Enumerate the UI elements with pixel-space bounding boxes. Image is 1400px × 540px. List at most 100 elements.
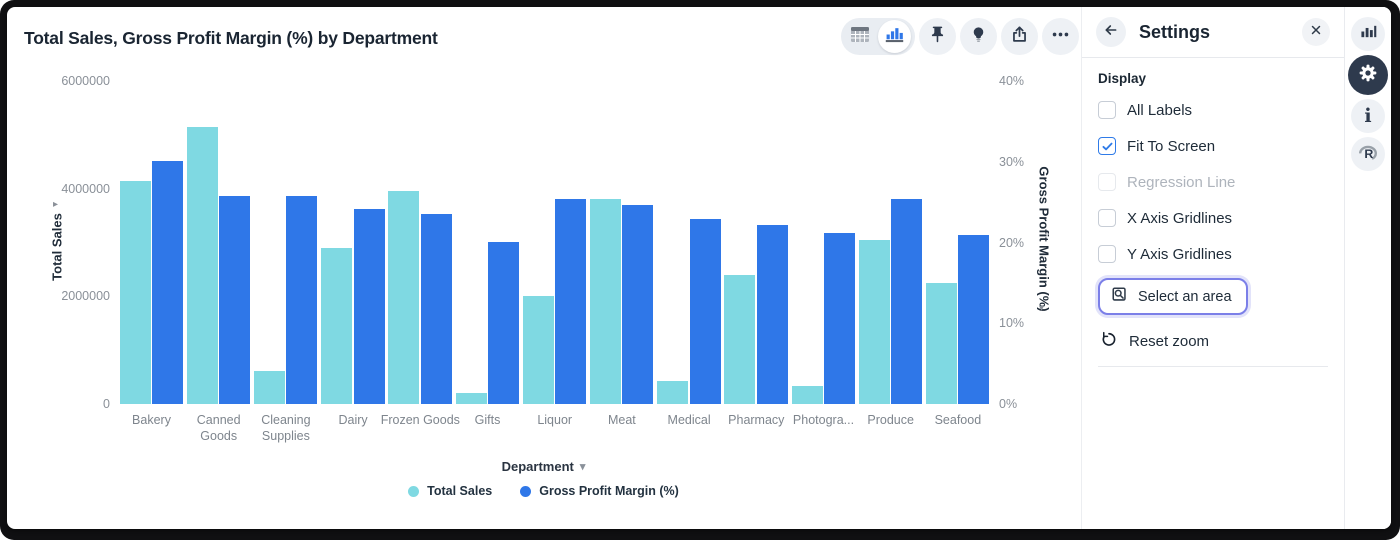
x-tick-label: Liquor (537, 413, 573, 427)
bar-total-sales[interactable] (388, 191, 420, 404)
bar-gross-profit-margin[interactable] (689, 219, 721, 404)
x-tick-label: Pharmacy (728, 413, 785, 427)
table-view-button[interactable] (841, 18, 878, 55)
bar-total-sales[interactable] (724, 274, 756, 404)
x-tick-label: Produce (867, 413, 914, 427)
x-tick-label: Seafood (934, 413, 982, 427)
app-screen: Total Sales, Gross Profit Margin (%) by … (7, 7, 1391, 529)
bar-total-sales[interactable] (455, 393, 487, 404)
rail-info-button[interactable]: i (1351, 99, 1385, 133)
bar-total-sales[interactable] (589, 199, 621, 404)
select-area-icon (1111, 286, 1129, 308)
bar-total-sales[interactable] (858, 239, 890, 404)
left-axis-tick: 2000000 (61, 289, 110, 304)
bar-chart-icon (1360, 23, 1377, 45)
left-axis-tick: 4000000 (61, 181, 110, 196)
chart-view-icon (885, 25, 904, 49)
bar-gross-profit-margin[interactable] (219, 195, 251, 404)
reset-zoom-icon (1100, 330, 1118, 352)
bar-total-sales[interactable] (657, 380, 689, 404)
checkbox-y-axis-gridlines[interactable]: Y Axis Gridlines (1098, 236, 1328, 272)
checkbox-label: Y Axis Gridlines (1127, 245, 1232, 263)
more-button[interactable] (1042, 18, 1079, 55)
info-icon: i (1364, 104, 1372, 127)
checkbox-all-labels[interactable]: All Labels (1098, 92, 1328, 128)
export-button[interactable] (1001, 18, 1038, 55)
r-language-icon: R (1357, 141, 1379, 168)
bar-total-sales[interactable] (186, 126, 218, 404)
gear-icon (1356, 61, 1380, 90)
pin-icon (928, 25, 947, 49)
rail-settings-button[interactable] (1348, 55, 1388, 95)
export-icon (1010, 25, 1029, 49)
right-axis-tick: 20% (999, 235, 1025, 250)
x-axis-title-dropdown[interactable]: Department ▾ (502, 459, 586, 474)
bar-gross-profit-margin[interactable] (152, 160, 183, 404)
right-axis-tick: 40% (999, 74, 1025, 88)
bar-total-sales[interactable] (522, 296, 554, 404)
right-axis-tick: 30% (999, 154, 1025, 169)
x-tick-label: Gifts (474, 413, 501, 427)
bar-total-sales[interactable] (119, 180, 151, 404)
bar-gross-profit-margin[interactable] (353, 208, 385, 404)
bar-gross-profit-margin[interactable] (622, 204, 654, 404)
arrow-left-icon (1103, 22, 1119, 43)
checkbox-unchecked-icon[interactable] (1098, 209, 1116, 227)
bar-total-sales[interactable] (925, 282, 957, 404)
right-axis-title: Gross Profit Margin (%) (1036, 166, 1052, 312)
checkbox-regression-line: Regression Line (1098, 164, 1328, 200)
display-options-list: All Labels Fit To Screen Regression Line X … (1098, 92, 1328, 272)
select-area-label: Select an area (1138, 288, 1232, 305)
settings-body: Display All Labels Fit To Screen Regressio… (1082, 58, 1344, 367)
checkbox-unchecked-icon[interactable] (1098, 245, 1116, 263)
reset-zoom-button[interactable]: Reset zoom (1098, 326, 1328, 356)
checkbox-x-axis-gridlines[interactable]: X Axis Gridlines (1098, 200, 1328, 236)
bar-gross-profit-margin[interactable] (286, 196, 318, 404)
rail-chart-button[interactable] (1351, 17, 1385, 51)
bar-gross-profit-margin[interactable] (756, 224, 788, 404)
settings-title: Settings (1139, 21, 1211, 42)
legend-item: Gross Profit Margin (%) (520, 484, 679, 498)
x-tick-label: Dairy (338, 413, 368, 427)
settings-panel: Settings Display All Labels Fit To Screen… (1081, 7, 1344, 529)
pin-button[interactable] (919, 18, 956, 55)
right-axis-direction-icon: ▾ (1039, 303, 1045, 314)
bar-gross-profit-margin[interactable] (824, 232, 855, 404)
lightbulb-icon (969, 25, 988, 49)
bar-gross-profit-margin[interactable] (958, 235, 990, 404)
checkbox-unchecked-icon (1098, 173, 1116, 191)
display-section-label: Display (1098, 71, 1147, 86)
bar-gross-profit-margin[interactable] (420, 214, 452, 404)
checkbox-label: Regression Line (1127, 173, 1236, 191)
close-icon (1310, 23, 1322, 41)
bar-total-sales[interactable] (321, 247, 353, 404)
right-axis-tick: 0% (999, 397, 1018, 411)
left-axis-title: Total Sales (49, 213, 65, 281)
close-button[interactable] (1302, 18, 1330, 46)
bar-gross-profit-margin[interactable] (891, 198, 923, 404)
checkbox-fit-to-screen[interactable]: Fit To Screen (1098, 128, 1328, 164)
bar-gross-profit-margin[interactable] (488, 241, 519, 404)
chart-title: Total Sales, Gross Profit Margin (%) by … (24, 28, 438, 48)
legend-dot (520, 485, 532, 497)
rail-r-language-button[interactable]: R (1351, 137, 1385, 171)
lightbulb-button[interactable] (960, 18, 997, 55)
x-tick-label: Bakery (132, 413, 171, 427)
bar-total-sales[interactable] (791, 386, 823, 404)
bar-total-sales[interactable] (253, 370, 285, 404)
select-area-button[interactable]: Select an area (1098, 278, 1248, 315)
legend-label: Gross Profit Margin (%) (539, 484, 679, 498)
right-axis-tick: 10% (999, 316, 1025, 331)
chart-view-button[interactable] (878, 20, 911, 53)
checkbox-checked-icon[interactable] (1098, 137, 1116, 155)
legend-item: Total Sales (408, 484, 492, 498)
bar-gross-profit-margin[interactable] (555, 198, 587, 404)
x-tick-label: Photogra... (792, 413, 855, 427)
x-tick-label: Medical (667, 413, 711, 427)
checkbox-unchecked-icon[interactable] (1098, 101, 1116, 119)
checkbox-label: All Labels (1127, 101, 1193, 119)
reset-zoom-label: Reset zoom (1129, 332, 1210, 350)
back-button[interactable] (1096, 17, 1126, 47)
legend-label: Total Sales (427, 484, 493, 498)
